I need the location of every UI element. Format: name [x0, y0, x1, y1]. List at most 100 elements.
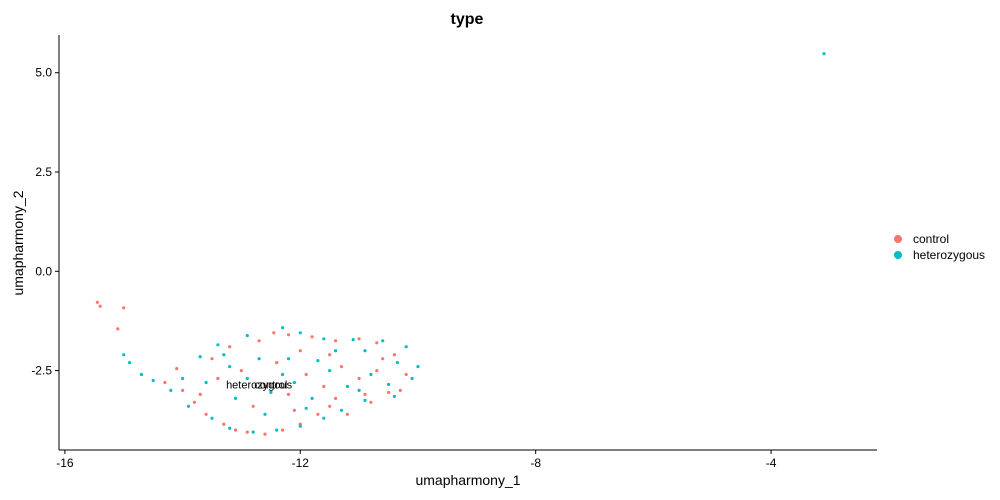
- data-point-heterozygous: [357, 388, 361, 392]
- data-point-heterozygous: [392, 394, 396, 398]
- data-point-control: [98, 304, 102, 308]
- data-point-control: [95, 300, 99, 304]
- plot-area: -16 -12 -8 -4 5.0 2.5 0.0 -2.5 heterozygouscon…: [31, 35, 877, 470]
- data-point-heterozygous: [822, 52, 826, 56]
- data-point-control: [328, 353, 332, 357]
- data-point-control: [245, 430, 249, 434]
- data-point-heterozygous: [151, 378, 155, 383]
- data-point-heterozygous: [128, 361, 132, 365]
- data-point-heterozygous: [345, 384, 349, 389]
- data-point-control: [286, 392, 291, 396]
- legend-key-control: [894, 235, 902, 243]
- data-point-heterozygous: [404, 345, 408, 349]
- data-point-control: [387, 390, 391, 394]
- data-point-heterozygous: [322, 416, 326, 420]
- data-point-control: [204, 412, 208, 416]
- data-point-control: [345, 412, 349, 416]
- data-point-control: [339, 365, 344, 369]
- data-point-heterozygous: [387, 382, 391, 387]
- data-point-control: [398, 388, 402, 392]
- data-point-control: [233, 428, 238, 432]
- data-point-heterozygous: [233, 396, 238, 400]
- data-point-control: [286, 333, 291, 337]
- data-point-control: [357, 376, 361, 381]
- data-point-control: [122, 306, 126, 310]
- data-point-heterozygous: [395, 361, 399, 365]
- data-point-control: [375, 369, 379, 373]
- data-point-control: [228, 345, 232, 349]
- data-point-control: [328, 404, 332, 408]
- data-point-heterozygous: [363, 398, 367, 402]
- data-point-control: [192, 400, 196, 404]
- x-tick-label: -12: [292, 456, 310, 470]
- data-point-heterozygous: [316, 359, 320, 363]
- data-point-heterozygous: [122, 353, 126, 357]
- data-point-heterozygous: [369, 372, 373, 377]
- data-point-control: [404, 372, 408, 377]
- points-layer: [95, 52, 826, 436]
- data-point-control: [163, 380, 167, 385]
- data-point-heterozygous: [222, 353, 226, 357]
- data-point-heterozygous: [198, 355, 202, 359]
- data-point-control: [239, 369, 243, 373]
- y-ticks: 5.0 2.5 0.0 -2.5: [31, 66, 59, 378]
- data-point-control: [363, 392, 367, 396]
- x-tick-label: -8: [530, 456, 541, 470]
- data-point-heterozygous: [281, 326, 285, 330]
- data-point-control: [310, 335, 314, 339]
- data-point-heterozygous: [216, 343, 220, 347]
- data-point-heterozygous: [210, 416, 214, 420]
- x-ticks: -16 -12 -8 -4: [56, 450, 777, 470]
- data-point-heterozygous: [292, 380, 296, 385]
- legend-key-heterozygous: [894, 251, 902, 259]
- data-point-heterozygous: [257, 357, 261, 361]
- data-point-heterozygous: [204, 380, 208, 385]
- data-point-heterozygous: [245, 376, 249, 381]
- data-point-control: [210, 357, 214, 361]
- data-point-control: [222, 422, 226, 426]
- data-point-control: [257, 339, 261, 343]
- data-point-control: [216, 376, 220, 381]
- data-point-control: [263, 432, 267, 436]
- data-point-control: [322, 384, 326, 389]
- y-tick-label: 5.0: [35, 66, 52, 80]
- data-point-heterozygous: [322, 337, 326, 341]
- x-tick-label: -16: [56, 456, 74, 470]
- data-point-heterozygous: [169, 388, 173, 392]
- x-axis-title: umapharmony_1: [415, 472, 520, 488]
- data-point-heterozygous: [228, 365, 232, 369]
- data-point-heterozygous: [298, 424, 302, 428]
- data-point-control: [334, 396, 338, 400]
- data-point-control: [334, 339, 338, 343]
- data-point-control: [298, 349, 302, 353]
- data-point-heterozygous: [269, 390, 273, 394]
- data-point-control: [175, 367, 179, 371]
- data-point-control: [181, 388, 185, 392]
- data-point-control: [281, 428, 285, 432]
- data-point-heterozygous: [363, 349, 367, 353]
- data-point-control: [116, 327, 120, 331]
- data-point-heterozygous: [334, 349, 338, 353]
- data-point-heterozygous: [251, 430, 255, 434]
- data-point-control: [292, 408, 296, 412]
- data-point-control: [316, 412, 320, 416]
- data-point-heterozygous: [351, 338, 355, 342]
- data-point-heterozygous: [281, 372, 285, 377]
- data-point-control: [275, 361, 279, 365]
- data-point-control: [375, 341, 379, 345]
- data-point-control: [198, 392, 202, 396]
- data-point-heterozygous: [275, 428, 279, 432]
- data-point-control: [392, 353, 396, 357]
- data-point-control: [272, 331, 276, 335]
- x-tick-label: -4: [766, 456, 777, 470]
- data-point-heterozygous: [263, 412, 267, 416]
- data-point-heterozygous: [228, 426, 232, 430]
- y-tick-label: 0.0: [35, 264, 52, 278]
- chart-title: type: [451, 11, 484, 28]
- data-point-heterozygous: [416, 365, 420, 369]
- data-point-heterozygous: [139, 372, 143, 377]
- y-tick-label: -2.5: [31, 364, 52, 378]
- data-point-heterozygous: [286, 357, 291, 361]
